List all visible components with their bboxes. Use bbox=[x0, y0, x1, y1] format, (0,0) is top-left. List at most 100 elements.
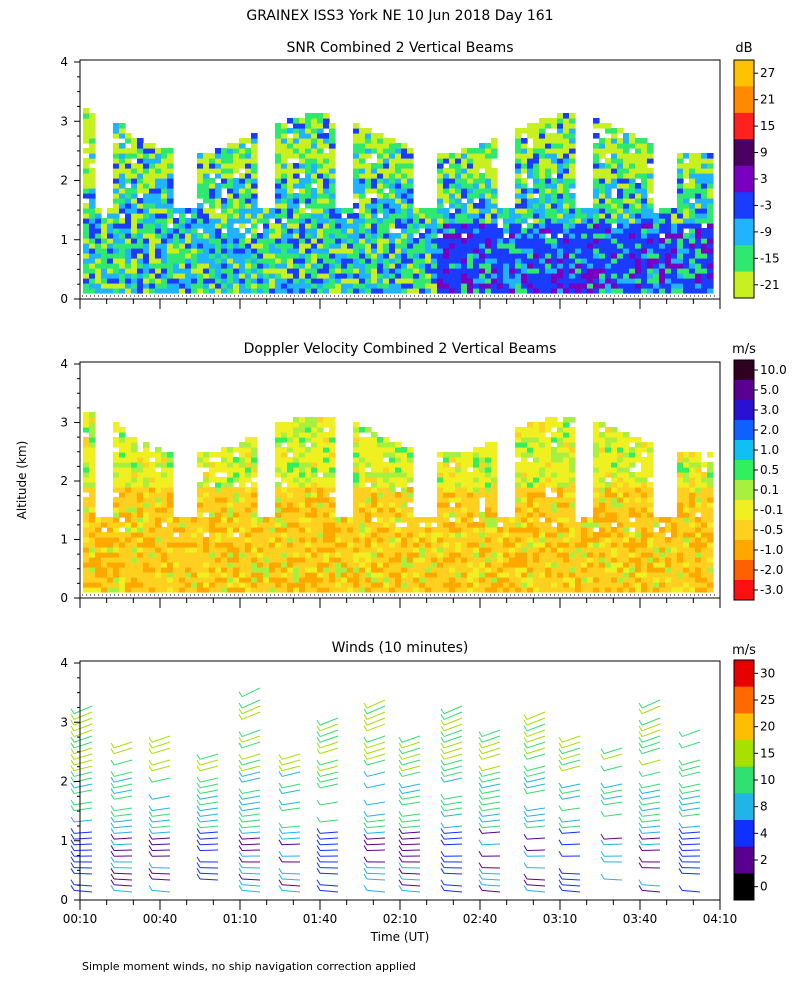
heatmap-cell bbox=[107, 208, 114, 214]
heatmap-cell bbox=[257, 567, 264, 573]
heatmap-cell bbox=[263, 522, 270, 528]
heatmap-cell bbox=[167, 278, 174, 284]
heatmap-cell bbox=[467, 487, 474, 493]
heatmap-cell bbox=[395, 188, 402, 194]
heatmap-cell bbox=[581, 253, 588, 259]
heatmap-cell bbox=[185, 253, 192, 259]
heatmap-cell bbox=[623, 233, 630, 239]
heatmap-cell bbox=[539, 223, 546, 229]
heatmap-cell bbox=[461, 163, 468, 169]
heatmap-cell bbox=[245, 268, 252, 274]
heatmap-cell bbox=[695, 218, 702, 224]
heatmap-cell bbox=[671, 213, 678, 219]
heatmap-cell bbox=[389, 492, 396, 498]
heatmap-cell bbox=[281, 422, 288, 428]
heatmap-cell bbox=[611, 158, 618, 164]
heatmap-cell bbox=[407, 188, 414, 194]
heatmap-cell bbox=[113, 173, 120, 179]
heatmap-cell bbox=[149, 273, 156, 279]
heatmap-cell bbox=[617, 198, 624, 204]
heatmap-cell bbox=[533, 582, 540, 588]
heatmap-cell bbox=[515, 128, 522, 134]
heatmap-cell bbox=[647, 208, 654, 214]
heatmap-cell bbox=[581, 273, 588, 279]
heatmap-cell bbox=[437, 532, 444, 538]
heatmap-cell bbox=[215, 552, 222, 558]
heatmap-cell bbox=[455, 278, 462, 284]
heatmap-cell bbox=[149, 482, 156, 488]
heatmap-cell bbox=[515, 447, 522, 453]
heatmap-cell bbox=[83, 193, 90, 199]
heatmap-cell bbox=[521, 562, 528, 568]
heatmap-cell bbox=[605, 253, 612, 259]
heatmap-cell bbox=[617, 243, 624, 249]
heatmap-cell bbox=[401, 467, 408, 473]
heatmap-cell bbox=[677, 208, 684, 214]
heatmap-cell bbox=[617, 153, 624, 159]
heatmap-cell bbox=[251, 512, 258, 518]
heatmap-cell bbox=[539, 238, 546, 244]
heatmap-cell bbox=[221, 527, 228, 533]
heatmap-cell bbox=[467, 452, 474, 458]
colorbar-swatch bbox=[734, 218, 754, 246]
heatmap-cell bbox=[545, 238, 552, 244]
heatmap-cell bbox=[305, 173, 312, 179]
heatmap-cell bbox=[299, 143, 306, 149]
heatmap-cell bbox=[359, 442, 366, 448]
heatmap-cell bbox=[155, 268, 162, 274]
heatmap-cell bbox=[245, 203, 252, 209]
heatmap-cell bbox=[167, 552, 174, 558]
heatmap-cell bbox=[635, 158, 642, 164]
heatmap-cell bbox=[449, 223, 456, 229]
heatmap-cell bbox=[611, 148, 618, 154]
heatmap-cell bbox=[227, 452, 234, 458]
heatmap-cell bbox=[491, 178, 498, 184]
heatmap-cell bbox=[305, 223, 312, 229]
heatmap-cell bbox=[647, 188, 654, 194]
heatmap-cell bbox=[149, 143, 156, 149]
heatmap-cell bbox=[197, 527, 204, 533]
heatmap-cell bbox=[659, 278, 666, 284]
heatmap-cell bbox=[521, 497, 528, 503]
heatmap-cell bbox=[515, 158, 522, 164]
heatmap-cell bbox=[119, 163, 126, 169]
heatmap-cell bbox=[173, 542, 180, 548]
heatmap-cell bbox=[503, 567, 510, 573]
heatmap-cell bbox=[521, 482, 528, 488]
heatmap-cell bbox=[539, 482, 546, 488]
heatmap-cell bbox=[419, 532, 426, 538]
heatmap-cell bbox=[137, 567, 144, 573]
heatmap-cell bbox=[281, 273, 288, 279]
heatmap-cell bbox=[341, 218, 348, 224]
heatmap-cell bbox=[119, 203, 126, 209]
heatmap-cell bbox=[629, 268, 636, 274]
heatmap-cell bbox=[473, 527, 480, 533]
heatmap-cell bbox=[233, 502, 240, 508]
heatmap-cell bbox=[431, 537, 438, 543]
heatmap-cell bbox=[551, 138, 558, 144]
heatmap-cell bbox=[239, 138, 246, 144]
heatmap-cell bbox=[317, 492, 324, 498]
heatmap-cell bbox=[185, 233, 192, 239]
heatmap-cell bbox=[155, 567, 162, 573]
heatmap-cell bbox=[239, 268, 246, 274]
heatmap-cell bbox=[647, 173, 654, 179]
heatmap-cell bbox=[533, 178, 540, 184]
heatmap-cell bbox=[233, 258, 240, 264]
heatmap-cell bbox=[353, 547, 360, 553]
heatmap-cell bbox=[533, 163, 540, 169]
heatmap-cell bbox=[293, 198, 300, 204]
heatmap-cell bbox=[407, 213, 414, 219]
heatmap-cell bbox=[245, 452, 252, 458]
heatmap-cell bbox=[521, 552, 528, 558]
heatmap-cell bbox=[575, 228, 582, 234]
heatmap-cell bbox=[155, 178, 162, 184]
heatmap-cell bbox=[239, 457, 246, 463]
heatmap-cell bbox=[311, 522, 318, 528]
heatmap-cell bbox=[149, 163, 156, 169]
heatmap-cell bbox=[455, 233, 462, 239]
heatmap-cell bbox=[521, 143, 528, 149]
heatmap-cell bbox=[689, 178, 696, 184]
heatmap-cell bbox=[269, 268, 276, 274]
heatmap-cell bbox=[371, 492, 378, 498]
